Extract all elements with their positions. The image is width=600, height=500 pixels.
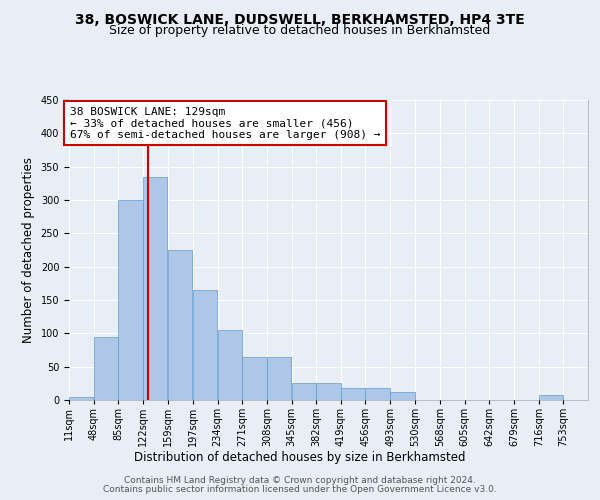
Bar [316,384,341,400]
Text: Distribution of detached houses by size in Berkhamsted: Distribution of detached houses by size … [134,451,466,464]
Bar [365,388,390,400]
Bar [242,356,266,400]
Text: 38, BOSWICK LANE, DUDSWELL, BERKHAMSTED, HP4 3TE: 38, BOSWICK LANE, DUDSWELL, BERKHAMSTED,… [75,12,525,26]
Bar [539,394,563,400]
Bar [341,388,365,400]
Bar [94,336,118,400]
Bar [390,392,415,400]
Text: Size of property relative to detached houses in Berkhamsted: Size of property relative to detached ho… [109,24,491,37]
Text: Contains public sector information licensed under the Open Government Licence v3: Contains public sector information licen… [103,485,497,494]
Text: 38 BOSWICK LANE: 129sqm
← 33% of detached houses are smaller (456)
67% of semi-d: 38 BOSWICK LANE: 129sqm ← 33% of detache… [70,106,380,140]
Bar [267,356,292,400]
Y-axis label: Number of detached properties: Number of detached properties [22,157,35,343]
Bar [143,176,167,400]
Bar [218,330,242,400]
Bar [292,384,316,400]
Bar [118,200,143,400]
Bar [69,396,94,400]
Bar [167,250,192,400]
Text: Contains HM Land Registry data © Crown copyright and database right 2024.: Contains HM Land Registry data © Crown c… [124,476,476,485]
Bar [193,290,217,400]
